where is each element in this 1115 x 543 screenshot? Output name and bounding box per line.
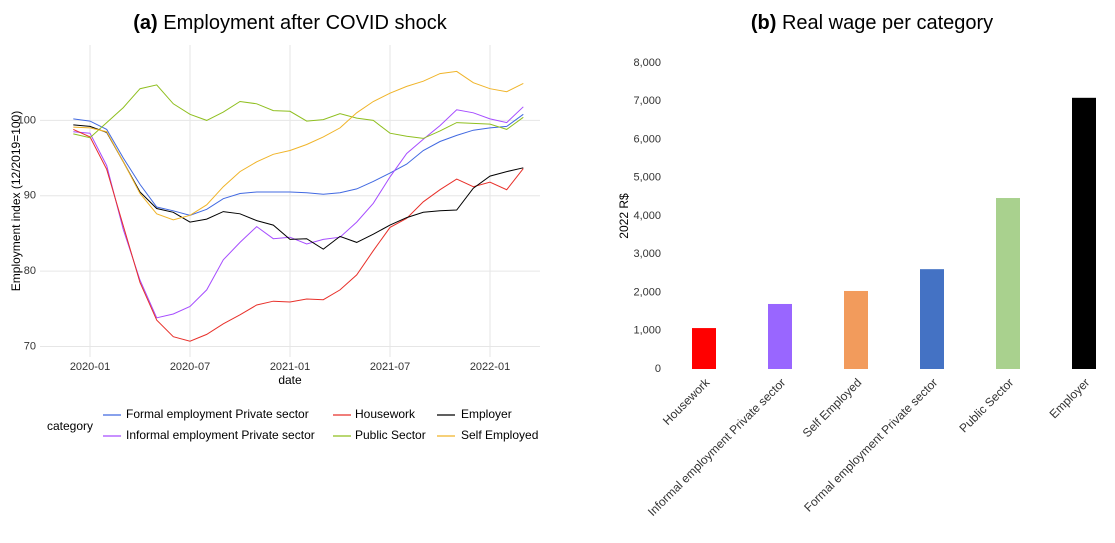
x-tick-label: Public Sector <box>956 375 1016 435</box>
x-tick-label: 2020-01 <box>70 361 110 373</box>
chart-title: (b) Real wage per category <box>751 12 993 34</box>
bar <box>692 328 716 369</box>
y-tick-label: 5,000 <box>633 172 661 184</box>
bar <box>768 303 792 369</box>
legend-label: Employer <box>461 407 512 421</box>
x-tick-label: Self Employed <box>800 375 865 440</box>
legend-label: Housework <box>355 407 416 421</box>
y-tick-label: 3,000 <box>633 248 661 260</box>
y-axis-title: 2022 R$ <box>617 193 631 239</box>
y-tick-label: 1,000 <box>633 325 661 337</box>
series-line <box>73 84 524 139</box>
x-tick-label: 2021-07 <box>370 361 410 373</box>
y-tick-label: 0 <box>655 363 661 375</box>
series-line <box>73 128 524 342</box>
chart-title: (a) Employment after COVID shock <box>133 12 447 34</box>
y-tick-label: 70 <box>24 340 36 352</box>
y-tick-label: 7,000 <box>633 95 661 107</box>
y-tick-label: 80 <box>24 265 36 277</box>
legend-label: Self Employed <box>461 428 538 442</box>
x-tick-label: 2022-01 <box>470 361 510 373</box>
y-tick-label: 90 <box>24 190 36 202</box>
series-line <box>73 124 524 250</box>
y-tick-label: 100 <box>18 114 36 126</box>
y-tick-label: 2,000 <box>633 286 661 298</box>
panel-label: (b) <box>751 12 777 34</box>
legend-label: Formal employment Private sector <box>126 407 309 421</box>
legend-label: Public Sector <box>355 428 426 442</box>
legend-label: Informal employment Private sector <box>126 428 315 442</box>
panel-label: (a) <box>133 12 157 34</box>
bar <box>996 198 1020 369</box>
legend-title: category <box>47 419 93 433</box>
x-tick-label: Informal employment Private sector <box>645 375 788 518</box>
series-line <box>73 113 524 216</box>
x-axis-title: date <box>278 373 302 387</box>
y-axis-title: Employment index (12/2019=100) <box>9 111 23 291</box>
y-tick-label: 4,000 <box>633 210 661 222</box>
x-tick-label: Employer <box>1047 375 1093 421</box>
y-tick-label: 8,000 <box>633 57 661 69</box>
series-line <box>73 70 524 221</box>
x-tick-label: Housework <box>660 375 713 428</box>
y-tick-label: 6,000 <box>633 133 661 145</box>
x-tick-label: Formal employment Private sector <box>801 375 940 514</box>
x-tick-label: 2020-07 <box>170 361 210 373</box>
bar <box>844 290 868 369</box>
series-line <box>73 106 524 319</box>
title-text: Real wage per category <box>782 12 993 34</box>
bar <box>1072 97 1096 370</box>
x-tick-label: 2021-01 <box>270 361 310 373</box>
title-text: Employment after COVID shock <box>163 12 447 34</box>
bar <box>920 269 944 369</box>
